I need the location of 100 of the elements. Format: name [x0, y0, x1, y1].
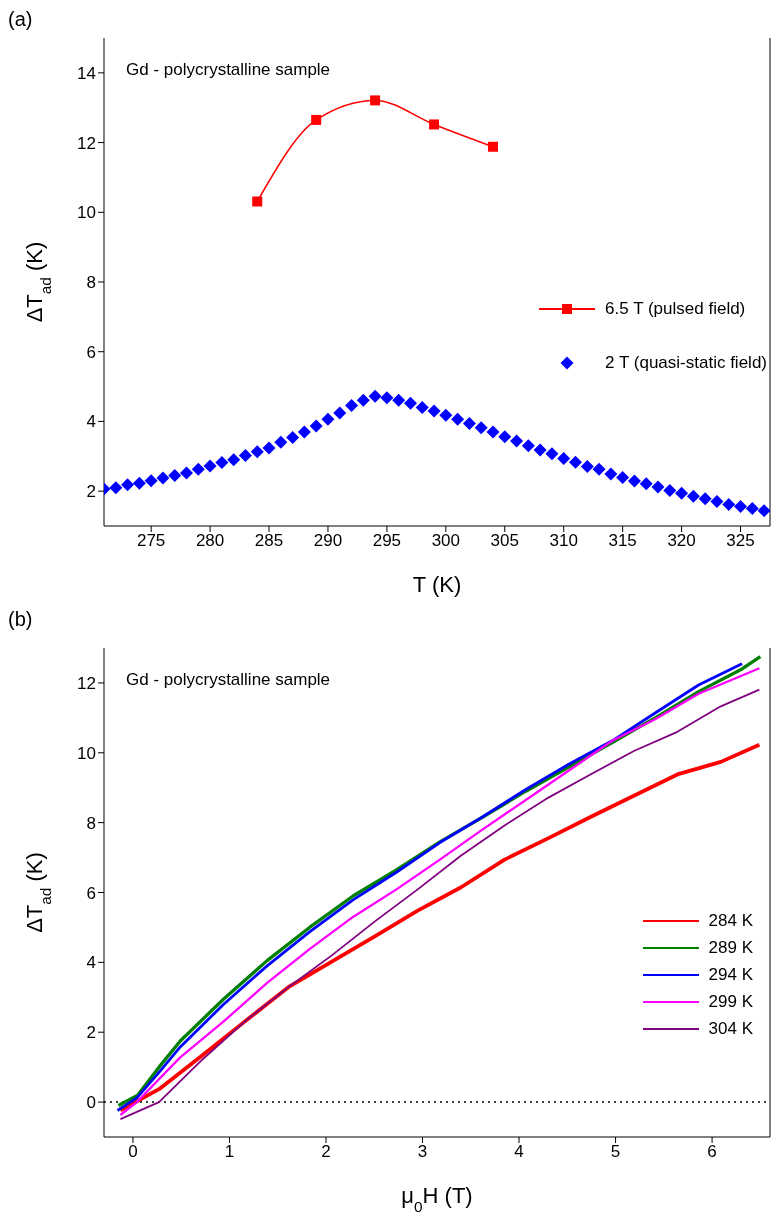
x-tick-label: 0	[128, 1142, 138, 1162]
point	[429, 119, 440, 130]
point	[415, 400, 429, 414]
point	[392, 393, 406, 407]
point	[569, 455, 582, 469]
x-tick-label: 320	[667, 531, 696, 551]
point	[592, 462, 606, 476]
point	[616, 471, 630, 485]
point	[734, 499, 748, 513]
legend-label: 304 K	[708, 1018, 753, 1039]
point	[262, 441, 276, 455]
x-tick-label: 305	[490, 531, 519, 551]
y-tick-label: 10	[77, 203, 96, 223]
annotation: Gd - polycrystalline sample	[126, 670, 331, 690]
point	[321, 412, 335, 426]
point	[487, 141, 498, 152]
y-tick-label: 4	[86, 412, 96, 432]
point	[439, 408, 453, 422]
x-tick-label: 300	[431, 531, 461, 551]
point	[663, 483, 677, 497]
point	[144, 474, 158, 488]
y-tick-label: 2	[86, 482, 96, 502]
y-tick-label: 14	[77, 63, 96, 83]
x-tick-label: 290	[313, 531, 343, 551]
x-tick-label: 3	[417, 1142, 428, 1162]
y-tick-label: 12	[77, 673, 96, 693]
x-tick-label: 310	[549, 531, 578, 551]
y-tick-label: 10	[77, 743, 96, 763]
point	[215, 456, 229, 470]
point	[370, 95, 381, 106]
point	[427, 404, 441, 418]
y-tick-label: 6	[86, 342, 96, 362]
point	[109, 481, 123, 495]
chart-title: (b)	[8, 608, 33, 631]
point	[474, 421, 488, 435]
point	[309, 419, 323, 433]
point	[510, 434, 524, 448]
point	[486, 425, 500, 439]
point	[203, 459, 217, 473]
point	[168, 468, 182, 482]
point	[180, 466, 194, 480]
y-tick-label: 8	[86, 813, 96, 833]
y-tick-label: 8	[86, 273, 96, 293]
point	[627, 474, 641, 488]
point	[252, 196, 263, 207]
point	[757, 504, 770, 518]
point	[403, 396, 417, 410]
x-tick-label: 5	[610, 1142, 621, 1162]
x-axis-title: T (K)	[412, 572, 462, 597]
x-tick-label: 295	[372, 531, 402, 551]
legend-label: 299 K	[708, 991, 753, 1012]
point	[286, 430, 300, 444]
point	[333, 406, 347, 420]
legend-label: 294 K	[708, 964, 753, 985]
chart-title: (a)	[8, 8, 33, 31]
x-tick-label: 285	[254, 531, 284, 551]
point	[533, 443, 547, 457]
point	[250, 445, 264, 459]
point	[451, 412, 465, 426]
point	[604, 467, 618, 481]
point	[580, 459, 594, 473]
x-tick-label: 1	[224, 1142, 235, 1162]
y-tick-label: 6	[86, 883, 96, 903]
y-tick-label: 2	[86, 1023, 96, 1043]
point	[156, 471, 170, 485]
x-tick-label: 280	[195, 531, 225, 551]
x-tick-label: 4	[514, 1142, 524, 1162]
x-tick-label: 2	[321, 1142, 331, 1162]
point	[710, 495, 724, 509]
legend-label: 289 K	[708, 937, 753, 958]
legend-label: 2 T (quasi-static field)	[605, 353, 767, 373]
point	[698, 492, 712, 506]
point	[345, 398, 359, 412]
point	[745, 502, 759, 516]
y-tick-label: 12	[77, 133, 96, 153]
point	[238, 449, 252, 463]
x-tick-label: 275	[136, 531, 166, 551]
point	[380, 391, 394, 405]
point	[311, 114, 322, 125]
point	[368, 389, 382, 403]
point	[722, 497, 736, 511]
x-axis-title: μ$_{0}$H (T)	[401, 1183, 473, 1215]
point	[557, 451, 571, 465]
point	[191, 462, 205, 476]
x-tick-label: 315	[608, 531, 637, 551]
y-tick-label: 0	[86, 1093, 96, 1113]
annotation: Gd - polycrystalline sample	[126, 60, 331, 80]
x-tick-label: 6	[707, 1142, 717, 1162]
point	[462, 417, 476, 431]
point	[297, 425, 311, 439]
legend-label: 284 K	[708, 910, 753, 931]
point	[521, 439, 535, 453]
point	[274, 435, 288, 449]
y-tick-label: 4	[86, 953, 96, 973]
point	[227, 453, 241, 467]
point	[498, 430, 512, 444]
point	[675, 486, 689, 500]
point	[356, 393, 370, 407]
point	[545, 447, 559, 461]
point	[132, 476, 146, 490]
